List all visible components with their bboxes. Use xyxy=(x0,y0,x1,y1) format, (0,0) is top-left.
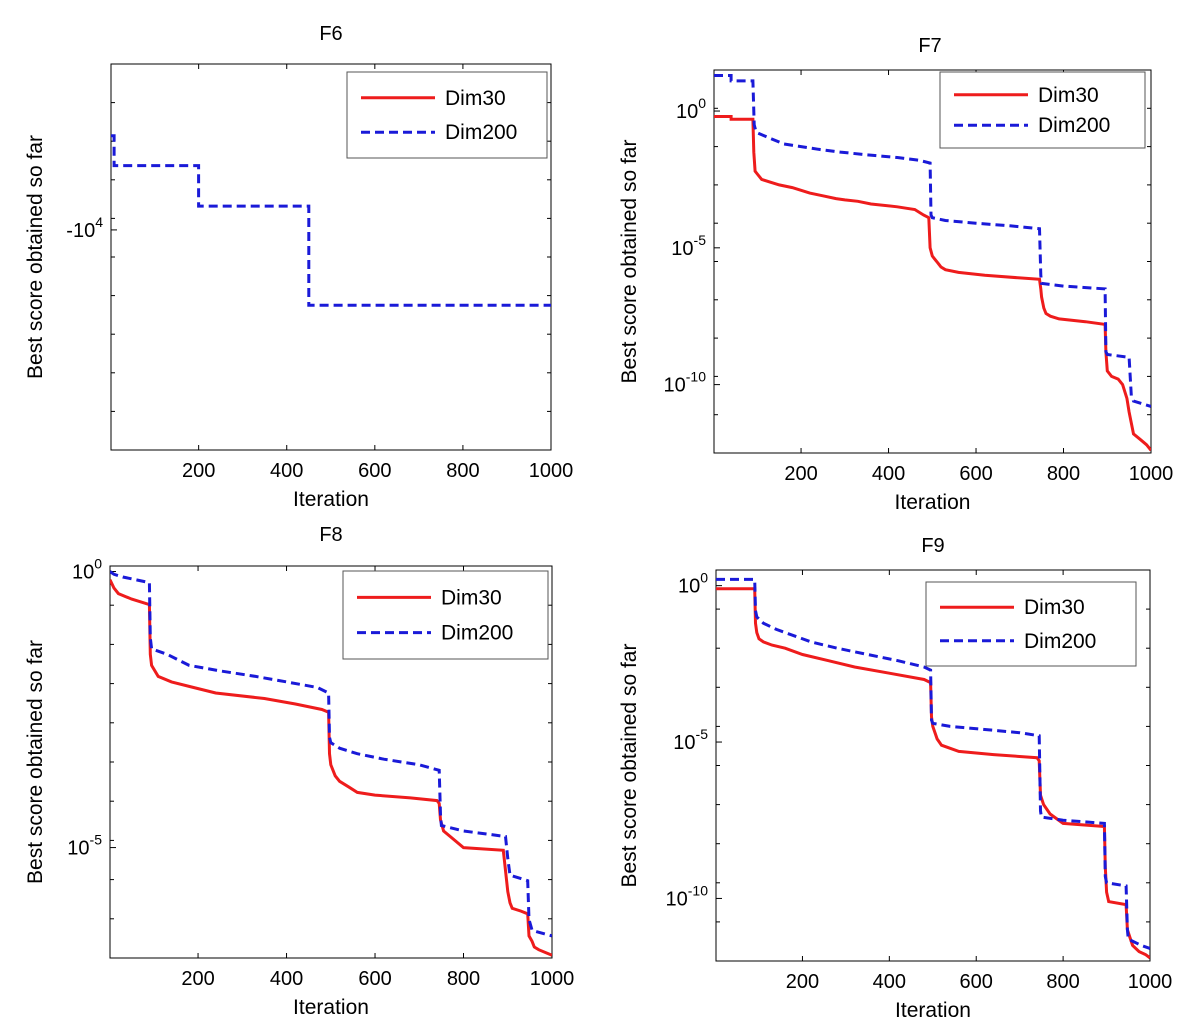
legend: Dim30 Dim200 xyxy=(925,581,1137,667)
x-tick-label: 800 xyxy=(447,968,480,990)
chart-panel-f7: F7 Iteration Best score obtained so far 200… xyxy=(618,35,1173,514)
x-tick-label: 1000 xyxy=(1128,971,1173,993)
series-line-dim200 xyxy=(110,570,552,938)
y-tick-label: -104 xyxy=(66,214,103,242)
x-tick-label: 800 xyxy=(1046,971,1079,993)
legend-box xyxy=(939,71,1146,149)
legend-label-dim30: Dim30 xyxy=(441,586,502,609)
y-axis-label: Best score obtained so far xyxy=(618,140,641,384)
x-tick-label: 200 xyxy=(784,463,817,485)
y-tick-exponent: -5 xyxy=(696,726,709,742)
series-line-dim30 xyxy=(716,587,1150,960)
y-tick-base: 10 xyxy=(72,562,94,584)
x-tick-label: 600 xyxy=(960,971,993,993)
y-axis-label: Best score obtained so far xyxy=(24,135,47,379)
y-tick-label: 10-5 xyxy=(67,832,102,860)
legend-label-dim200: Dim200 xyxy=(445,121,517,144)
y-tick-exponent: -10 xyxy=(688,882,708,898)
y-axis-label: Best score obtained so far xyxy=(618,644,641,888)
y-tick-exponent: 0 xyxy=(700,570,708,586)
legend-box xyxy=(346,71,548,159)
series-line-dim200 xyxy=(111,134,551,307)
chart-title: F9 xyxy=(921,535,944,557)
x-tick-label: 1000 xyxy=(529,460,574,482)
legend-label-dim30: Dim30 xyxy=(1024,596,1085,619)
x-tick-label: 400 xyxy=(873,971,906,993)
x-tick-label: 400 xyxy=(270,968,303,990)
y-tick-base: 10 xyxy=(664,375,686,397)
y-tick-base: 10 xyxy=(673,732,695,754)
chart-panel-f8: F8 Iteration Best score obtained so far 200… xyxy=(24,524,574,1019)
x-tick-label: 800 xyxy=(1047,463,1080,485)
y-tick-base: -10 xyxy=(66,220,95,242)
x-tick-label: 600 xyxy=(358,968,391,990)
chart-panel-f9: F9 Iteration Best score obtained so far 200… xyxy=(618,535,1172,1022)
y-tick-base: 10 xyxy=(666,888,688,910)
legend-label-dim30: Dim30 xyxy=(1038,84,1099,107)
y-tick-exponent: -5 xyxy=(694,232,707,248)
legend-box xyxy=(342,570,549,660)
chart-title: F6 xyxy=(319,23,342,45)
y-tick-label: 100 xyxy=(678,570,708,598)
x-tick-label: 400 xyxy=(872,463,905,485)
x-tick-label: 200 xyxy=(786,971,819,993)
y-tick-base: 10 xyxy=(67,838,89,860)
x-axis-label: Iteration xyxy=(293,488,369,511)
x-tick-label: 800 xyxy=(446,460,479,482)
y-tick-exponent: -5 xyxy=(90,832,103,848)
y-tick-label: 10-5 xyxy=(673,726,708,754)
legend-label-dim200: Dim200 xyxy=(1038,114,1110,137)
chart-title: F7 xyxy=(918,35,941,57)
x-tick-label: 1000 xyxy=(530,968,575,990)
x-tick-label: 1000 xyxy=(1129,463,1174,485)
legend: Dim30 Dim200 xyxy=(342,570,549,660)
x-axis-label: Iteration xyxy=(895,999,971,1022)
x-tick-label: 400 xyxy=(270,460,303,482)
x-axis-label: Iteration xyxy=(895,491,971,514)
legend-label-dim200: Dim200 xyxy=(441,622,513,645)
legend: Dim30 Dim200 xyxy=(346,71,548,159)
x-tick-label: 200 xyxy=(182,460,215,482)
series-line-dim200 xyxy=(716,577,1150,950)
chart-title: F8 xyxy=(319,524,342,546)
y-tick-exponent: 4 xyxy=(95,214,103,230)
legend-label-dim30: Dim30 xyxy=(445,87,506,110)
legend-box xyxy=(925,581,1137,667)
y-tick-label: 100 xyxy=(676,95,706,123)
y-tick-exponent: -10 xyxy=(686,369,706,385)
chart-panel-f6: F6 Iteration Best score obtained so far 200… xyxy=(24,23,574,511)
y-tick-label: 100 xyxy=(72,556,102,584)
legend: Dim30 Dim200 xyxy=(939,71,1146,149)
x-axis-label: Iteration xyxy=(293,996,369,1019)
y-tick-label: 10-10 xyxy=(666,882,709,910)
series-line-dim30 xyxy=(714,115,1151,452)
series-line-dim200 xyxy=(714,74,1151,408)
y-tick-label: 10-10 xyxy=(664,369,707,397)
y-tick-exponent: 0 xyxy=(698,95,706,111)
x-tick-label: 600 xyxy=(358,460,391,482)
y-axis-label: Best score obtained so far xyxy=(24,640,47,884)
y-tick-base: 10 xyxy=(678,576,700,598)
y-tick-label: 10-5 xyxy=(671,232,706,260)
x-tick-label: 600 xyxy=(959,463,992,485)
y-tick-exponent: 0 xyxy=(94,556,102,572)
legend-label-dim200: Dim200 xyxy=(1024,630,1096,653)
series-line-dim30 xyxy=(110,579,552,957)
y-tick-base: 10 xyxy=(671,238,693,260)
x-tick-label: 200 xyxy=(181,968,214,990)
y-tick-base: 10 xyxy=(676,101,698,123)
